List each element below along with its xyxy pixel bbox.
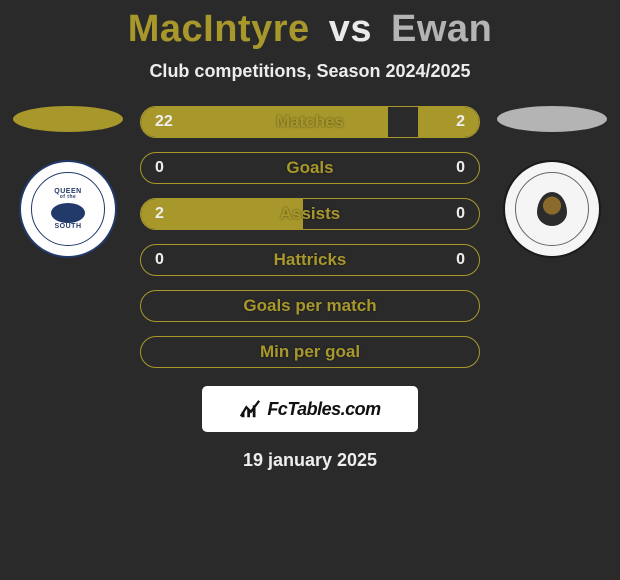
stat-label: Goals per match bbox=[243, 296, 376, 316]
stat-fill-left bbox=[141, 107, 388, 137]
stat-value-right: 2 bbox=[456, 113, 465, 131]
stat-label: Min per goal bbox=[260, 342, 360, 362]
stat-fill-right bbox=[418, 107, 479, 137]
stat-value-right: 0 bbox=[456, 159, 465, 177]
stat-label: Assists bbox=[280, 204, 340, 224]
player1-marker bbox=[13, 106, 123, 132]
stat-label: Matches bbox=[276, 112, 344, 132]
stat-label: Goals bbox=[286, 158, 333, 178]
chart-icon bbox=[239, 398, 261, 420]
title-player2: Ewan bbox=[391, 8, 492, 50]
subtitle: Club competitions, Season 2024/2025 bbox=[0, 61, 620, 82]
stat-row: Goals per match bbox=[140, 290, 480, 322]
club-badge-left: QUEEN of the SOUTH bbox=[19, 160, 117, 258]
stats-column: 222Matches00Goals20Assists00HattricksGoa… bbox=[140, 106, 480, 368]
stat-label: Hattricks bbox=[274, 250, 347, 270]
stat-value-right: 0 bbox=[456, 251, 465, 269]
brand-badge: FcTables.com bbox=[202, 386, 418, 432]
title-player1: MacIntyre bbox=[128, 8, 310, 50]
badge-right-shape bbox=[537, 192, 567, 226]
stat-row: 2 0 Assists bbox=[140, 198, 480, 230]
club-badge-right bbox=[503, 160, 601, 258]
stat-value-left: 0 bbox=[155, 159, 164, 177]
badge-left-line2: SOUTH bbox=[55, 223, 82, 231]
right-column bbox=[492, 106, 612, 258]
brand-text: FcTables.com bbox=[267, 399, 380, 420]
stat-row: Min per goal bbox=[140, 336, 480, 368]
badge-left-small: of the bbox=[60, 195, 77, 201]
main-row: QUEEN of the SOUTH 222Matches00Goals20As… bbox=[0, 106, 620, 368]
stat-row: 0 0 Goals bbox=[140, 152, 480, 184]
player2-marker bbox=[497, 106, 607, 132]
comparison-card: MacIntyre vs Ewan Club competitions, Sea… bbox=[0, 0, 620, 471]
stat-value-left: 22 bbox=[155, 113, 173, 131]
stat-row: 0 0 Hattricks bbox=[140, 244, 480, 276]
title-vs: vs bbox=[329, 8, 372, 50]
stat-value-right: 0 bbox=[456, 205, 465, 223]
page-title: MacIntyre vs Ewan bbox=[0, 8, 620, 51]
badge-left-shape bbox=[51, 203, 85, 223]
left-column: QUEEN of the SOUTH bbox=[8, 106, 128, 258]
stat-value-left: 2 bbox=[155, 205, 164, 223]
date-label: 19 january 2025 bbox=[0, 450, 620, 471]
stat-value-left: 0 bbox=[155, 251, 164, 269]
stat-row: 222Matches bbox=[140, 106, 480, 138]
